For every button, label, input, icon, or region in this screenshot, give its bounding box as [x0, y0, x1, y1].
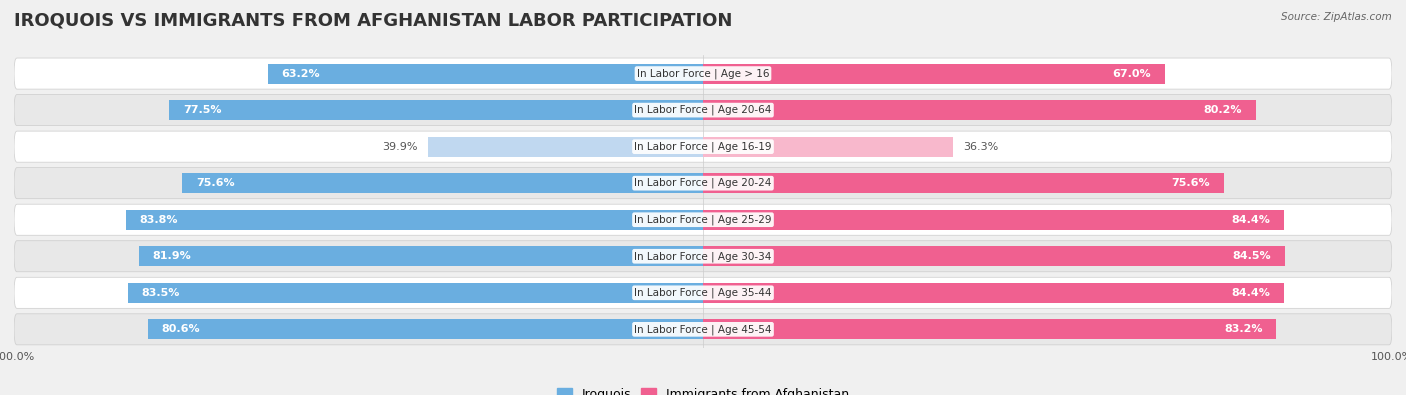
Text: 84.5%: 84.5% — [1233, 251, 1271, 261]
Text: 77.5%: 77.5% — [183, 105, 221, 115]
Bar — [139, 246, 703, 266]
Text: 63.2%: 63.2% — [281, 69, 321, 79]
Bar — [128, 283, 703, 303]
Text: 84.4%: 84.4% — [1232, 288, 1271, 298]
Text: In Labor Force | Age 30-34: In Labor Force | Age 30-34 — [634, 251, 772, 261]
Text: 36.3%: 36.3% — [963, 142, 998, 152]
FancyBboxPatch shape — [14, 94, 1392, 126]
Text: In Labor Force | Age 20-64: In Labor Force | Age 20-64 — [634, 105, 772, 115]
FancyBboxPatch shape — [14, 277, 1392, 308]
Text: 84.4%: 84.4% — [1232, 215, 1271, 225]
Text: 83.8%: 83.8% — [139, 215, 179, 225]
Bar — [703, 246, 1285, 266]
Text: Source: ZipAtlas.com: Source: ZipAtlas.com — [1281, 12, 1392, 22]
Text: In Labor Force | Age 25-29: In Labor Force | Age 25-29 — [634, 214, 772, 225]
FancyBboxPatch shape — [14, 241, 1392, 272]
Bar — [703, 64, 1164, 84]
Bar — [703, 173, 1223, 193]
Text: 75.6%: 75.6% — [195, 178, 235, 188]
Text: In Labor Force | Age 20-24: In Labor Force | Age 20-24 — [634, 178, 772, 188]
Text: 83.2%: 83.2% — [1223, 324, 1263, 334]
Text: IROQUOIS VS IMMIGRANTS FROM AFGHANISTAN LABOR PARTICIPATION: IROQUOIS VS IMMIGRANTS FROM AFGHANISTAN … — [14, 12, 733, 30]
Bar — [427, 137, 703, 157]
Bar — [703, 319, 1277, 339]
Bar — [125, 210, 703, 230]
FancyBboxPatch shape — [14, 314, 1392, 345]
Bar — [703, 210, 1285, 230]
Text: 80.6%: 80.6% — [162, 324, 200, 334]
Text: In Labor Force | Age 16-19: In Labor Force | Age 16-19 — [634, 141, 772, 152]
Text: In Labor Force | Age > 16: In Labor Force | Age > 16 — [637, 68, 769, 79]
Bar — [703, 100, 1256, 120]
Legend: Iroquois, Immigrants from Afghanistan: Iroquois, Immigrants from Afghanistan — [551, 383, 855, 395]
Bar — [148, 319, 703, 339]
Bar — [703, 137, 953, 157]
Text: 75.6%: 75.6% — [1171, 178, 1211, 188]
Bar — [183, 173, 703, 193]
Text: 39.9%: 39.9% — [382, 142, 418, 152]
FancyBboxPatch shape — [14, 58, 1392, 89]
Bar — [703, 283, 1285, 303]
FancyBboxPatch shape — [14, 167, 1392, 199]
FancyBboxPatch shape — [14, 204, 1392, 235]
Text: 80.2%: 80.2% — [1204, 105, 1241, 115]
Bar — [267, 64, 703, 84]
FancyBboxPatch shape — [14, 131, 1392, 162]
Text: 81.9%: 81.9% — [152, 251, 191, 261]
Text: In Labor Force | Age 35-44: In Labor Force | Age 35-44 — [634, 288, 772, 298]
Bar — [169, 100, 703, 120]
Text: In Labor Force | Age 45-54: In Labor Force | Age 45-54 — [634, 324, 772, 335]
Text: 67.0%: 67.0% — [1112, 69, 1152, 79]
Text: 83.5%: 83.5% — [142, 288, 180, 298]
